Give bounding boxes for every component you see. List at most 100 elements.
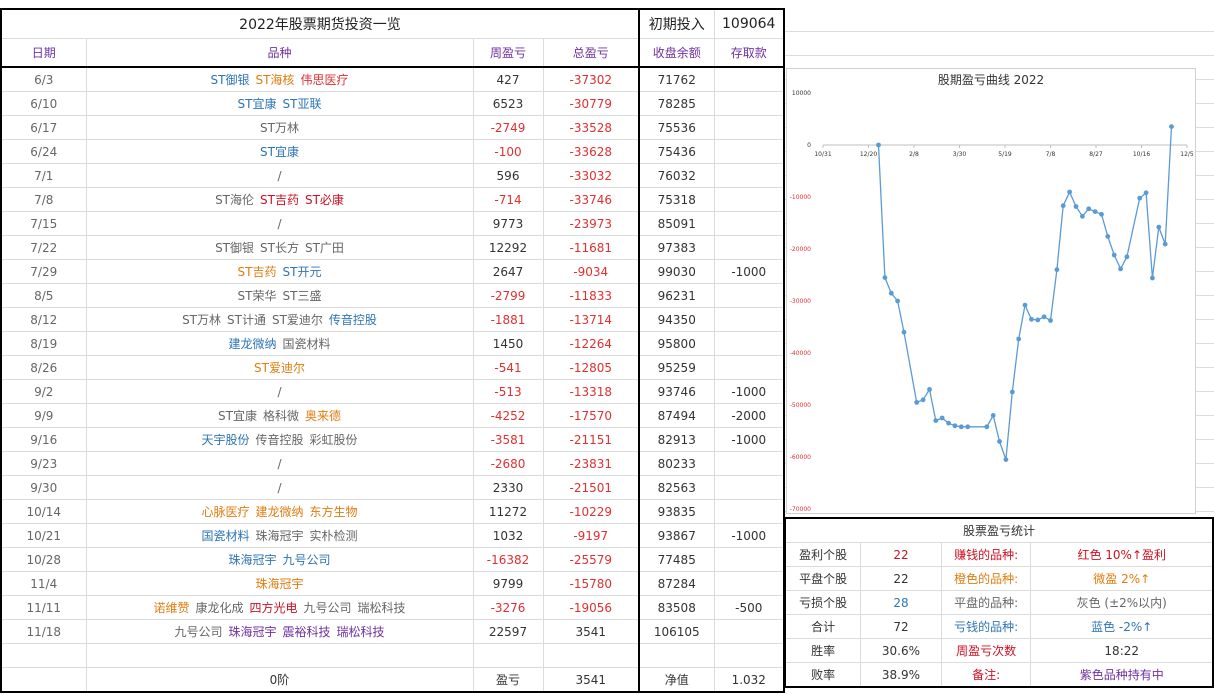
empty-cell[interactable] [0, 667, 87, 693]
deposit-cell[interactable] [714, 67, 785, 92]
stat-label[interactable]: 盈利个股 [784, 542, 862, 567]
total-pnl-cell[interactable]: -33528 [543, 115, 640, 140]
stocks-cell[interactable]: 国瓷材料 珠海冠宇 实朴检测 [86, 523, 474, 548]
profit-label[interactable]: 盈亏 [473, 667, 544, 693]
stocks-cell[interactable]: / [86, 451, 474, 476]
weekly-pnl-cell[interactable]: -2799 [473, 283, 544, 308]
date-cell[interactable]: 9/2 [0, 379, 87, 404]
weekly-pnl-cell[interactable]: 2330 [473, 475, 544, 500]
stat-value[interactable]: 72 [860, 614, 942, 639]
date-cell[interactable]: 7/15 [0, 211, 87, 236]
deposit-cell[interactable]: -1000 [714, 379, 785, 404]
empty-cell[interactable] [714, 643, 785, 668]
weekly-pnl-cell[interactable]: 2647 [473, 259, 544, 284]
deposit-cell[interactable] [714, 571, 785, 596]
total-pnl-cell[interactable]: -23831 [543, 451, 640, 476]
weekly-pnl-cell[interactable]: 6523 [473, 91, 544, 116]
stat-value[interactable]: 22 [860, 566, 942, 591]
weekly-pnl-cell[interactable]: -2749 [473, 115, 544, 140]
deposit-cell[interactable] [714, 235, 785, 260]
total-pnl-cell[interactable]: -33746 [543, 187, 640, 212]
date-cell[interactable]: 9/30 [0, 475, 87, 500]
weekly-pnl-cell[interactable]: -16382 [473, 547, 544, 572]
profit-value[interactable]: 3541 [543, 667, 640, 693]
date-cell[interactable]: 8/5 [0, 283, 87, 308]
date-cell[interactable]: 8/12 [0, 307, 87, 332]
date-cell[interactable]: 6/10 [0, 91, 87, 116]
stocks-cell[interactable]: ST宜康 [86, 139, 474, 164]
stat-label[interactable]: 亏损个股 [784, 590, 862, 615]
legend-desc[interactable]: 紫色品种持有中 [1030, 662, 1214, 688]
stat-label[interactable]: 平盘个股 [784, 566, 862, 591]
deposit-cell[interactable] [714, 451, 785, 476]
stocks-cell[interactable]: ST万林 [86, 115, 474, 140]
legend-desc[interactable]: 微盈 2%↑ [1030, 566, 1214, 591]
deposit-cell[interactable] [714, 619, 785, 644]
balance-cell[interactable]: 78285 [639, 91, 715, 116]
header-weekly-pnl[interactable]: 周盈亏 [473, 38, 544, 68]
balance-cell[interactable]: 82913 [639, 427, 715, 452]
pnl-chart[interactable]: 股期盈亏曲线 2022 10000 0 -10000 -20000 -30000 -4000… [786, 68, 1196, 514]
date-cell[interactable]: 8/19 [0, 331, 87, 356]
header-total-pnl[interactable]: 总盈亏 [543, 38, 640, 68]
stocks-cell[interactable]: ST宜康 ST亚联 [86, 91, 474, 116]
nav-label[interactable]: 净值 [639, 667, 715, 693]
deposit-cell[interactable] [714, 499, 785, 524]
stocks-cell[interactable]: / [86, 163, 474, 188]
deposit-cell[interactable]: -1000 [714, 427, 785, 452]
deposit-cell[interactable] [714, 163, 785, 188]
stocks-cell[interactable]: ST宜康 格科微 奥来德 [86, 403, 474, 428]
total-pnl-cell[interactable]: -9034 [543, 259, 640, 284]
legend-key[interactable]: 橙色的品种: [940, 566, 1032, 591]
balance-cell[interactable]: 96231 [639, 283, 715, 308]
balance-cell[interactable]: 97383 [639, 235, 715, 260]
total-pnl-cell[interactable]: -17570 [543, 403, 640, 428]
stocks-cell[interactable]: ST吉药 ST开元 [86, 259, 474, 284]
weekly-pnl-cell[interactable]: -2680 [473, 451, 544, 476]
total-pnl-cell[interactable]: -37302 [543, 67, 640, 92]
total-pnl-cell[interactable]: -11833 [543, 283, 640, 308]
date-cell[interactable]: 9/23 [0, 451, 87, 476]
stocks-cell[interactable]: 天宇股份 传音控股 彩虹股份 [86, 427, 474, 452]
date-cell[interactable]: 7/29 [0, 259, 87, 284]
weekly-pnl-cell[interactable]: 22597 [473, 619, 544, 644]
balance-cell[interactable]: 80233 [639, 451, 715, 476]
legend-key[interactable]: 平盘的品种: [940, 590, 1032, 615]
initial-investment-label[interactable]: 初期投入 [639, 8, 715, 39]
weekly-pnl-cell[interactable]: -513 [473, 379, 544, 404]
deposit-cell[interactable] [714, 187, 785, 212]
stocks-cell[interactable]: ST爱迪尔 [86, 355, 474, 380]
weekly-pnl-cell[interactable]: -3581 [473, 427, 544, 452]
legend-desc[interactable]: 灰色 (±2%以内) [1030, 590, 1214, 615]
date-cell[interactable]: 6/17 [0, 115, 87, 140]
weekly-pnl-cell[interactable]: -1881 [473, 307, 544, 332]
nav-value[interactable]: 1.032 [714, 667, 785, 693]
date-cell[interactable]: 10/28 [0, 547, 87, 572]
total-pnl-cell[interactable]: -12264 [543, 331, 640, 356]
legend-key[interactable]: 亏钱的品种: [940, 614, 1032, 639]
stocks-cell[interactable]: 珠海冠宇 九号公司 [86, 547, 474, 572]
date-cell[interactable]: 10/14 [0, 499, 87, 524]
stats-title[interactable]: 股票盈亏统计 [784, 517, 1214, 543]
balance-cell[interactable]: 75536 [639, 115, 715, 140]
date-cell[interactable]: 11/11 [0, 595, 87, 620]
balance-cell[interactable]: 106105 [639, 619, 715, 644]
deposit-cell[interactable]: -1000 [714, 259, 785, 284]
header-deposit[interactable]: 存取款 [714, 38, 785, 68]
stocks-cell[interactable]: ST荣华 ST三盛 [86, 283, 474, 308]
date-cell[interactable]: 11/18 [0, 619, 87, 644]
stat-value[interactable]: 30.6% [860, 638, 942, 663]
initial-investment-value[interactable]: 109064 [714, 8, 785, 39]
total-pnl-cell[interactable]: -25579 [543, 547, 640, 572]
footer-label[interactable]: 0阶 [86, 667, 474, 693]
stat-value[interactable]: 38.9% [860, 662, 942, 688]
total-pnl-cell[interactable]: -33628 [543, 139, 640, 164]
empty-cell[interactable] [0, 643, 87, 668]
stocks-cell[interactable]: 珠海冠宇 [86, 571, 474, 596]
total-pnl-cell[interactable]: -10229 [543, 499, 640, 524]
deposit-cell[interactable] [714, 307, 785, 332]
date-cell[interactable]: 9/9 [0, 403, 87, 428]
deposit-cell[interactable] [714, 355, 785, 380]
stocks-cell[interactable]: / [86, 475, 474, 500]
stocks-cell[interactable]: 九号公司 珠海冠宇 震裕科技 瑞松科技 [86, 619, 474, 644]
